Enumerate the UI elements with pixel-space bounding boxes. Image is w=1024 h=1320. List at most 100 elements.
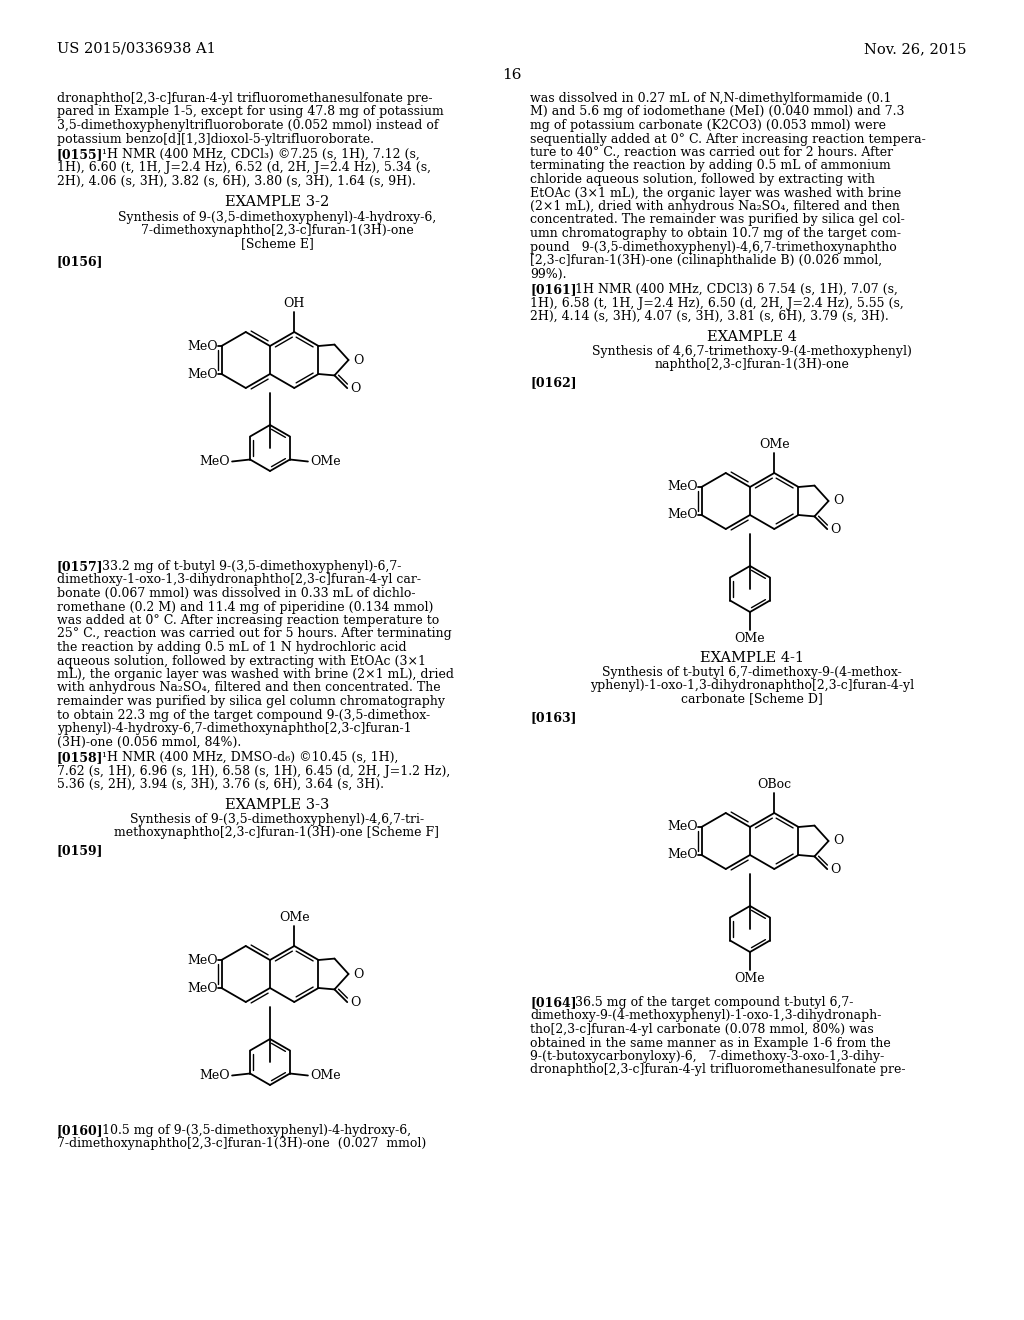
Text: 25° C., reaction was carried out for 5 hours. After terminating: 25° C., reaction was carried out for 5 h… <box>57 627 452 640</box>
Text: OBoc: OBoc <box>757 777 792 791</box>
Text: dimethoxy-1-oxo-1,3-dihydronaphtho[2,3-c]furan-4-yl car-: dimethoxy-1-oxo-1,3-dihydronaphtho[2,3-c… <box>57 573 421 586</box>
Text: 5.36 (s, 2H), 3.94 (s, 3H), 3.76 (s, 6H), 3.64 (s, 3H).: 5.36 (s, 2H), 3.94 (s, 3H), 3.76 (s, 6H)… <box>57 777 384 791</box>
Text: OMe: OMe <box>734 972 765 985</box>
Text: EtOAc (3×1 mL), the organic layer was washed with brine: EtOAc (3×1 mL), the organic layer was wa… <box>530 186 901 199</box>
Text: Synthesis of 9-(3,5-dimethoxyphenyl)-4-hydroxy-6,: Synthesis of 9-(3,5-dimethoxyphenyl)-4-h… <box>118 211 436 224</box>
Text: [0157]: [0157] <box>57 560 103 573</box>
Text: 33.2 mg of t-butyl 9-(3,5-dimethoxyphenyl)-6,7-: 33.2 mg of t-butyl 9-(3,5-dimethoxypheny… <box>102 560 401 573</box>
Text: [0155]: [0155] <box>57 148 103 161</box>
Text: ¹H NMR (400 MHz, DMSO-d₆) ©10.45 (s, 1H),: ¹H NMR (400 MHz, DMSO-d₆) ©10.45 (s, 1H)… <box>102 751 398 764</box>
Text: (3H)-one (0.056 mmol, 84%).: (3H)-one (0.056 mmol, 84%). <box>57 735 242 748</box>
Text: OMe: OMe <box>310 455 341 469</box>
Text: potassium benzo[d][1,3]dioxol-5-yltrifluoroborate.: potassium benzo[d][1,3]dioxol-5-yltriflu… <box>57 132 374 145</box>
Text: 2H), 4.06 (s, 3H), 3.82 (s, 6H), 3.80 (s, 3H), 1.64 (s, 9H).: 2H), 4.06 (s, 3H), 3.82 (s, 6H), 3.80 (s… <box>57 176 416 187</box>
Text: concentrated. The remainder was purified by silica gel col-: concentrated. The remainder was purified… <box>530 214 905 227</box>
Text: EXAMPLE 3-2: EXAMPLE 3-2 <box>225 195 329 209</box>
Text: MeO: MeO <box>667 508 697 521</box>
Text: the reaction by adding 0.5 mL of 1 N hydrochloric acid: the reaction by adding 0.5 mL of 1 N hyd… <box>57 642 407 653</box>
Text: pared in Example 1-5, except for using 47.8 mg of potassium: pared in Example 1-5, except for using 4… <box>57 106 443 119</box>
Text: Synthesis of 9-(3,5-dimethoxyphenyl)-4,6,7-tri-: Synthesis of 9-(3,5-dimethoxyphenyl)-4,6… <box>130 813 424 826</box>
Text: to obtain 22.3 mg of the target compound 9-(3,5-dimethox-: to obtain 22.3 mg of the target compound… <box>57 709 430 722</box>
Text: 10.5 mg of 9-(3,5-dimethoxyphenyl)-4-hydroxy-6,: 10.5 mg of 9-(3,5-dimethoxyphenyl)-4-hyd… <box>102 1125 411 1137</box>
Text: ¹H NMR (400 MHz, CDCl₃) ©7.25 (s, 1H), 7.12 (s,: ¹H NMR (400 MHz, CDCl₃) ©7.25 (s, 1H), 7… <box>102 148 420 161</box>
Text: O: O <box>353 968 364 981</box>
Text: yphenyl)-1-oxo-1,3-dihydronaphtho[2,3-c]furan-4-yl: yphenyl)-1-oxo-1,3-dihydronaphtho[2,3-c]… <box>590 678 914 692</box>
Text: O: O <box>830 863 841 875</box>
Text: MeO: MeO <box>667 821 697 833</box>
Text: chloride aqueous solution, followed by extracting with: chloride aqueous solution, followed by e… <box>530 173 874 186</box>
Text: O: O <box>830 523 841 536</box>
Text: OMe: OMe <box>734 632 765 645</box>
Text: tho[2,3-c]furan-4-yl carbonate (0.078 mmol, 80%) was: tho[2,3-c]furan-4-yl carbonate (0.078 mm… <box>530 1023 873 1036</box>
Text: 99%).: 99%). <box>530 268 566 281</box>
Text: (2×1 mL), dried with anhydrous Na₂SO₄, filtered and then: (2×1 mL), dried with anhydrous Na₂SO₄, f… <box>530 201 900 213</box>
Text: [0156]: [0156] <box>57 255 103 268</box>
Text: 7-dimethoxynaphtho[2,3-c]furan-1(3H)-one: 7-dimethoxynaphtho[2,3-c]furan-1(3H)-one <box>140 224 414 238</box>
Text: 36.5 mg of the target compound t-butyl 6,7-: 36.5 mg of the target compound t-butyl 6… <box>575 997 853 1008</box>
Text: aqueous solution, followed by extracting with EtOAc (3×1: aqueous solution, followed by extracting… <box>57 655 426 668</box>
Text: [0160]: [0160] <box>57 1125 103 1137</box>
Text: OMe: OMe <box>759 438 790 451</box>
Text: [0159]: [0159] <box>57 843 103 857</box>
Text: 1H), 6.60 (t, 1H, J=2.4 Hz), 6.52 (d, 2H, J=2.4 Hz), 5.34 (s,: 1H), 6.60 (t, 1H, J=2.4 Hz), 6.52 (d, 2H… <box>57 161 431 174</box>
Text: OH: OH <box>284 297 305 310</box>
Text: Nov. 26, 2015: Nov. 26, 2015 <box>864 42 967 55</box>
Text: O: O <box>834 834 844 847</box>
Text: EXAMPLE 4: EXAMPLE 4 <box>707 330 797 345</box>
Text: Synthesis of 4,6,7-trimethoxy-9-(4-methoxyphenyl): Synthesis of 4,6,7-trimethoxy-9-(4-metho… <box>592 345 912 358</box>
Text: 3,5-dimethoxyphenyltrifluoroborate (0.052 mmol) instead of: 3,5-dimethoxyphenyltrifluoroborate (0.05… <box>57 119 438 132</box>
Text: Synthesis of t-butyl 6,7-dimethoxy-9-(4-methox-: Synthesis of t-butyl 6,7-dimethoxy-9-(4-… <box>602 667 902 678</box>
Text: O: O <box>350 995 360 1008</box>
Text: 1H), 6.58 (t, 1H, J=2.4 Hz), 6.50 (d, 2H, J=2.4 Hz), 5.55 (s,: 1H), 6.58 (t, 1H, J=2.4 Hz), 6.50 (d, 2H… <box>530 297 904 309</box>
Text: was dissolved in 0.27 mL of N,N-dimethylformamide (0.1: was dissolved in 0.27 mL of N,N-dimethyl… <box>530 92 892 106</box>
Text: methoxynaphtho[2,3-c]furan-1(3H)-one [Scheme F]: methoxynaphtho[2,3-c]furan-1(3H)-one [Sc… <box>115 826 439 840</box>
Text: 1H NMR (400 MHz, CDCl3) δ 7.54 (s, 1H), 7.07 (s,: 1H NMR (400 MHz, CDCl3) δ 7.54 (s, 1H), … <box>575 282 898 296</box>
Text: US 2015/0336938 A1: US 2015/0336938 A1 <box>57 42 216 55</box>
Text: EXAMPLE 3-3: EXAMPLE 3-3 <box>225 799 329 812</box>
Text: [2,3-c]furan-1(3H)-one (cilinaphthalide B) (0.026 mmol,: [2,3-c]furan-1(3H)-one (cilinaphthalide … <box>530 253 882 267</box>
Text: sequentially added at 0° C. After increasing reaction tempera-: sequentially added at 0° C. After increa… <box>530 132 926 145</box>
Text: was added at 0° C. After increasing reaction temperature to: was added at 0° C. After increasing reac… <box>57 614 439 627</box>
Text: naphtho[2,3-c]furan-1(3H)-one: naphtho[2,3-c]furan-1(3H)-one <box>654 358 850 371</box>
Text: [0164]: [0164] <box>530 997 577 1008</box>
Text: pound   9-(3,5-dimethoxyphenyl)-4,6,7-trimethoxynaphtho: pound 9-(3,5-dimethoxyphenyl)-4,6,7-trim… <box>530 240 897 253</box>
Text: 7.62 (s, 1H), 6.96 (s, 1H), 6.58 (s, 1H), 6.45 (d, 2H, J=1.2 Hz),: 7.62 (s, 1H), 6.96 (s, 1H), 6.58 (s, 1H)… <box>57 764 451 777</box>
Text: [0161]: [0161] <box>530 282 577 296</box>
Text: obtained in the same manner as in Example 1-6 from the: obtained in the same manner as in Exampl… <box>530 1036 891 1049</box>
Text: mL), the organic layer was washed with brine (2×1 mL), dried: mL), the organic layer was washed with b… <box>57 668 454 681</box>
Text: terminating the reaction by adding 0.5 mL of ammonium: terminating the reaction by adding 0.5 m… <box>530 160 891 173</box>
Text: [0163]: [0163] <box>530 711 577 723</box>
Text: MeO: MeO <box>200 455 230 469</box>
Text: mg of potassium carbonate (K2CO3) (0.053 mmol) were: mg of potassium carbonate (K2CO3) (0.053… <box>530 119 886 132</box>
Text: ture to 40° C., reaction was carried out for 2 hours. After: ture to 40° C., reaction was carried out… <box>530 147 893 158</box>
Text: MeO: MeO <box>186 982 217 994</box>
Text: MeO: MeO <box>186 953 217 966</box>
Text: OMe: OMe <box>279 911 309 924</box>
Text: carbonate [Scheme D]: carbonate [Scheme D] <box>681 692 823 705</box>
Text: [0162]: [0162] <box>530 376 577 389</box>
Text: yphenyl)-4-hydroxy-6,7-dimethoxynaphtho[2,3-c]furan-1: yphenyl)-4-hydroxy-6,7-dimethoxynaphtho[… <box>57 722 412 735</box>
Text: O: O <box>834 495 844 507</box>
Text: OMe: OMe <box>310 1069 341 1082</box>
Text: 2H), 4.14 (s, 3H), 4.07 (s, 3H), 3.81 (s, 6H), 3.79 (s, 3H).: 2H), 4.14 (s, 3H), 4.07 (s, 3H), 3.81 (s… <box>530 310 889 323</box>
Text: MeO: MeO <box>186 367 217 380</box>
Text: MeO: MeO <box>186 339 217 352</box>
Text: M) and 5.6 mg of iodomethane (MeI) (0.040 mmol) and 7.3: M) and 5.6 mg of iodomethane (MeI) (0.04… <box>530 106 904 119</box>
Text: MeO: MeO <box>200 1069 230 1082</box>
Text: [Scheme E]: [Scheme E] <box>241 238 313 249</box>
Text: MeO: MeO <box>667 480 697 494</box>
Text: O: O <box>353 354 364 367</box>
Text: with anhydrous Na₂SO₄, filtered and then concentrated. The: with anhydrous Na₂SO₄, filtered and then… <box>57 681 440 694</box>
Text: romethane (0.2 M) and 11.4 mg of piperidine (0.134 mmol): romethane (0.2 M) and 11.4 mg of piperid… <box>57 601 433 614</box>
Text: 16: 16 <box>502 69 522 82</box>
Text: 7-dimethoxynaphtho[2,3-c]furan-1(3H)-one  (0.027  mmol): 7-dimethoxynaphtho[2,3-c]furan-1(3H)-one… <box>57 1138 426 1151</box>
Text: remainder was purified by silica gel column chromatography: remainder was purified by silica gel col… <box>57 696 445 708</box>
Text: dronaphtho[2,3-c]furan-4-yl trifluoromethanesulfonate pre-: dronaphtho[2,3-c]furan-4-yl trifluoromet… <box>530 1064 905 1077</box>
Text: [0158]: [0158] <box>57 751 103 764</box>
Text: umn chromatography to obtain 10.7 mg of the target com-: umn chromatography to obtain 10.7 mg of … <box>530 227 901 240</box>
Text: dronaphtho[2,3-c]furan-4-yl trifluoromethanesulfonate pre-: dronaphtho[2,3-c]furan-4-yl trifluoromet… <box>57 92 432 106</box>
Text: bonate (0.067 mmol) was dissolved in 0.33 mL of dichlo-: bonate (0.067 mmol) was dissolved in 0.3… <box>57 587 416 601</box>
Text: 9-(t-butoxycarbonyloxy)-6,   7-dimethoxy-3-oxo-1,3-dihy-: 9-(t-butoxycarbonyloxy)-6, 7-dimethoxy-3… <box>530 1049 885 1063</box>
Text: O: O <box>350 381 360 395</box>
Text: MeO: MeO <box>667 849 697 862</box>
